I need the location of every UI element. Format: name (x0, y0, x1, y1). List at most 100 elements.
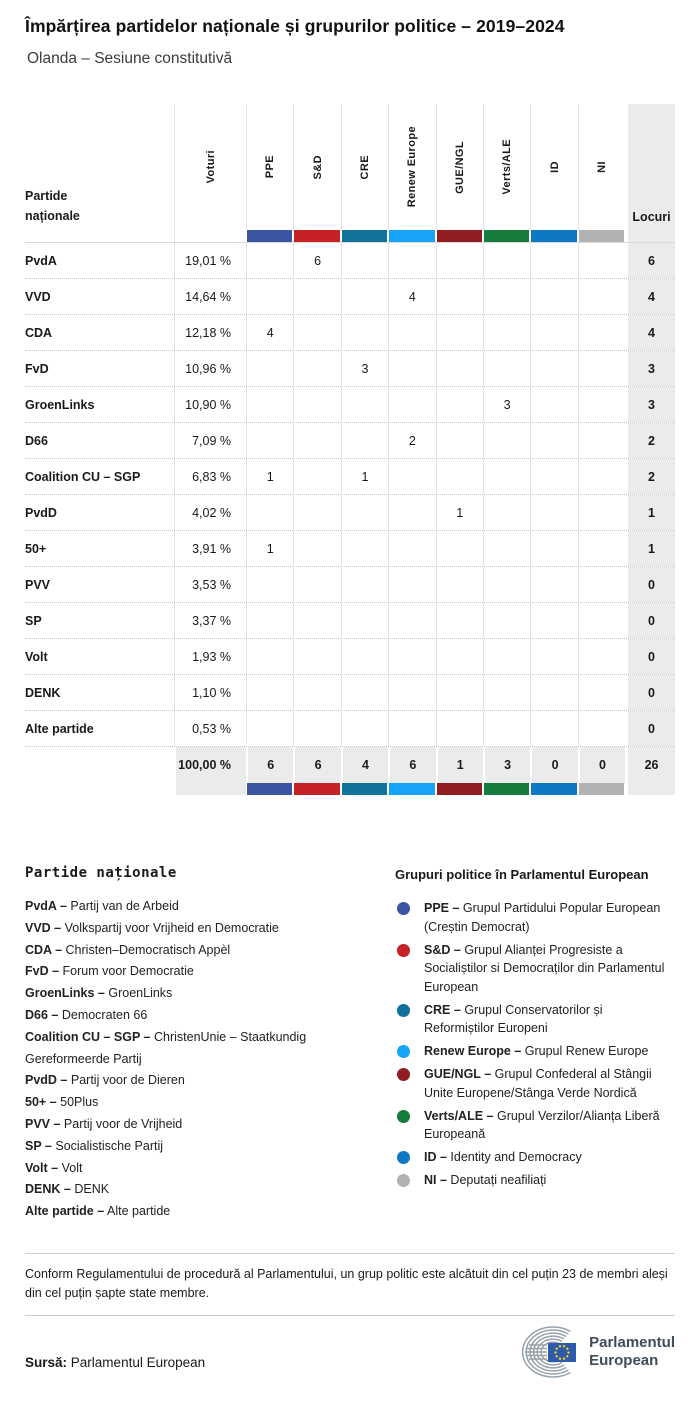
seat-count-cell-ppe (246, 387, 293, 422)
seat-count-cell-ni: 0 (577, 747, 626, 783)
group-desc: Deputați neafiliați (450, 1173, 547, 1187)
group-legend-item: PPE – Grupul Partidului Popular European… (395, 899, 675, 936)
party-name-cell: 50+ (25, 541, 47, 556)
group-abbr: CRE – (424, 1002, 461, 1017)
votes-cell: 3,91 % (174, 531, 246, 566)
group-legend-item: Verts/ALE – Grupul Verzilor/Alianța Libe… (395, 1107, 675, 1144)
seat-count-cell-id (530, 495, 577, 530)
seat-count-cell-s-d (293, 315, 340, 350)
party-abbr: Coalition CU – SGP – (25, 1029, 151, 1044)
divider (25, 1314, 675, 1316)
votes-cell: 1,93 % (174, 639, 246, 674)
group-desc: Identity and Democracy (450, 1150, 582, 1164)
table-row-fvd: FvD 10,96 % 3 3 (25, 350, 675, 386)
seat-count-cell-ppe (246, 711, 293, 746)
seat-count-cell-ni (577, 243, 625, 278)
seat-count-cell-gue-ngl (435, 711, 483, 746)
seat-count-cell-s-d (293, 711, 340, 746)
party-abbr: CDA – (25, 942, 63, 957)
party-name: Partij van de Arbeid (70, 899, 179, 913)
seat-count-cell-ppe (246, 279, 293, 314)
party-abbr: D66 – (25, 1007, 59, 1022)
seat-count-cell-ni (577, 387, 625, 422)
total-seats-cell: 0 (625, 603, 675, 638)
seat-count-cell-verts-ale (482, 675, 530, 710)
group-legend-item: NI – Deputați neafiliați (395, 1171, 675, 1190)
group-legend-text: Renew Europe – Grupul Renew Europe (424, 1042, 675, 1061)
seat-count-cell-renew-europe (388, 711, 435, 746)
seat-count-cell-s-d (293, 639, 340, 674)
column-header-label: Partide naționale (25, 188, 80, 224)
total-row-background (174, 783, 246, 795)
group-color-dot (397, 1045, 410, 1058)
column-header-ppe: PPE (246, 104, 293, 230)
votes-cell: 0,53 % (174, 711, 246, 746)
table-row-volt: Volt 1,93 % 0 (25, 638, 675, 674)
party-abbr: GroenLinks – (25, 986, 105, 1001)
party-name-cell: FvD (25, 361, 49, 376)
group-color-dot (397, 1174, 410, 1187)
seat-count-cell-verts-ale: 3 (482, 747, 531, 783)
party-legend: Partide naționale PvdA – Partij van de A… (25, 865, 377, 1223)
seat-count-cell-s-d (293, 495, 340, 530)
group-abbr: GUE/NGL – (424, 1067, 492, 1081)
column-header-label: PPE (264, 155, 277, 179)
ep-logo: Parlamentul European (521, 1324, 675, 1380)
party-name: ChristenUnie – Staatkundig Gereformeerde… (25, 1029, 307, 1066)
party-name: Alte partide (106, 1204, 171, 1219)
seat-count-cell-verts-ale (482, 243, 530, 278)
group-legend-text: GUE/NGL – Grupul Confederal al Stângii U… (424, 1065, 675, 1102)
seat-count-cell-id (530, 423, 577, 458)
group-color-bar-id (531, 783, 577, 795)
party-legend-item: FvD – Forum voor Democratie (25, 961, 377, 983)
total-seats-cell: 2 (625, 423, 675, 458)
column-header-s-d: S&D (293, 104, 340, 230)
table-row-alte-partide: Alte partide 0,53 % 0 (25, 710, 675, 746)
party-abbr: VVD – (25, 920, 62, 935)
party-legend-item: Alte partide – Alte partide (25, 1201, 377, 1223)
column-header-gue-ngl: GUE/NGL (435, 104, 483, 230)
seat-count-cell-s-d (293, 279, 340, 314)
seat-count-cell-ppe (246, 423, 293, 458)
party-abbr: FvD – (25, 964, 60, 979)
seat-count-cell-verts-ale (482, 315, 530, 350)
party-legend-item: D66 – Democraten 66 (25, 1005, 377, 1027)
group-color-dot (397, 902, 410, 915)
party-name-cell: VVD (25, 289, 51, 304)
party-name: Partij voor de Dieren (70, 1073, 185, 1088)
seats-table: Partide naționale Voturi PPE S&D CRE Renew … (25, 104, 675, 795)
seat-count-cell-id (530, 675, 577, 710)
seat-count-cell-gue-ngl: 1 (435, 495, 483, 530)
legend-section: Partide naționale PvdA – Partij van de A… (25, 865, 675, 1223)
group-color-bar-cre (341, 230, 388, 242)
seat-count-cell-s-d (293, 351, 340, 386)
party-name: 50Plus (60, 1095, 99, 1110)
table-row-groenlinks: GroenLinks 10,90 % 3 3 (25, 386, 675, 422)
page-footer: Sursă: Parlamentul European (25, 1324, 675, 1380)
seat-count-cell-verts-ale: 3 (482, 387, 530, 422)
party-name: DENK (74, 1182, 110, 1197)
table-row-coalition-cu-sgp: Coalition CU – SGP 6,83 % 1 1 2 (25, 458, 675, 494)
seat-count-cell-id (530, 387, 577, 422)
seat-count-cell-ni (577, 495, 625, 530)
party-legend-item: GroenLinks – GroenLinks (25, 983, 377, 1005)
column-header-voturi: Voturi (174, 104, 246, 230)
seat-count-cell-ni (577, 459, 625, 494)
column-header-label: S&D (311, 154, 324, 180)
procedure-note: Conform Regulamentului de procedură al P… (25, 1266, 668, 1301)
seat-count-cell-id (530, 531, 577, 566)
seats-column-background (625, 783, 675, 795)
table-row-vvd: VVD 14,64 % 4 4 (25, 278, 675, 314)
group-desc: Grupul Renew Europe (524, 1044, 649, 1058)
seat-count-cell-verts-ale (482, 639, 530, 674)
group-abbr: Renew Europe – (424, 1044, 522, 1058)
party-name-cell: DENK (25, 685, 61, 700)
seat-count-cell-s-d (293, 387, 340, 422)
seat-count-cell-gue-ngl (435, 567, 483, 602)
seat-count-cell-ni (577, 279, 625, 314)
seat-count-cell-s-d (293, 603, 340, 638)
group-color-bar-renew-europe (389, 783, 435, 795)
table-row-denk: DENK 1,10 % 0 (25, 674, 675, 710)
seat-count-cell-ppe (246, 675, 293, 710)
seat-count-cell-cre (340, 423, 388, 458)
